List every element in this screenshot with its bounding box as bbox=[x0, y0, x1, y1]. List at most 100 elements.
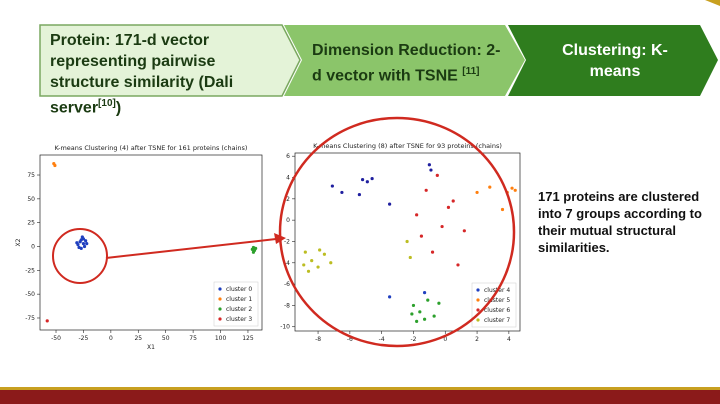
highlight-circle bbox=[278, 116, 516, 348]
legend-label: cluster 6 bbox=[484, 307, 510, 314]
data-point bbox=[435, 173, 439, 177]
data-point bbox=[77, 245, 81, 250]
legend-label: cluster 7 bbox=[484, 317, 510, 324]
data-point bbox=[405, 239, 409, 244]
chart-title: K-means Clustering (4) after TSNE for 16… bbox=[55, 144, 248, 152]
x-tick-label: 0 bbox=[443, 336, 447, 343]
data-point bbox=[80, 235, 84, 239]
data-point bbox=[302, 263, 306, 267]
data-point bbox=[370, 176, 374, 181]
legend-marker bbox=[218, 307, 222, 311]
y-tick-label: 25 bbox=[27, 220, 35, 227]
data-point bbox=[440, 224, 444, 229]
data-point bbox=[318, 248, 322, 252]
legend-label: cluster 5 bbox=[484, 297, 510, 304]
step-text: Dimension Reduction: 2-d vector with TSN… bbox=[312, 40, 507, 86]
data-point bbox=[462, 229, 466, 233]
data-point bbox=[84, 239, 88, 243]
data-point bbox=[419, 234, 424, 238]
y-tick-label: -4 bbox=[284, 260, 290, 267]
step-label: Clustering: K-means bbox=[562, 42, 668, 80]
data-point bbox=[388, 295, 392, 299]
data-point bbox=[422, 291, 427, 295]
data-point bbox=[316, 265, 320, 269]
y-tick-label: -75 bbox=[25, 315, 35, 322]
step-text: Clustering: K-means bbox=[540, 40, 690, 82]
data-point bbox=[254, 246, 258, 251]
data-point bbox=[411, 303, 416, 308]
data-point bbox=[82, 244, 87, 249]
y-tick-label: 2 bbox=[286, 196, 290, 203]
x-tick-label: 4 bbox=[507, 336, 511, 343]
y-tick-label: -25 bbox=[25, 267, 35, 274]
data-point bbox=[251, 250, 256, 254]
data-point bbox=[446, 205, 451, 209]
footer-line bbox=[0, 387, 720, 390]
data-point bbox=[427, 163, 431, 167]
legend-marker bbox=[476, 298, 480, 302]
y-tick-label: 0 bbox=[31, 244, 35, 251]
step-box bbox=[508, 25, 718, 96]
y-tick-label: -2 bbox=[284, 238, 290, 245]
step-text: Protein: 171-d vector representing pairw… bbox=[50, 30, 285, 118]
x-tick-label: 25 bbox=[134, 335, 142, 342]
data-point bbox=[500, 207, 505, 212]
x-tick-label: 0 bbox=[109, 335, 113, 342]
data-point bbox=[424, 188, 428, 192]
data-point bbox=[422, 317, 427, 321]
legend-marker bbox=[476, 308, 480, 312]
arrow-head bbox=[274, 233, 286, 244]
x-tick-label: 50 bbox=[162, 335, 170, 342]
data-point bbox=[75, 241, 79, 245]
x-tick-label: -25 bbox=[79, 335, 89, 342]
arrow bbox=[105, 238, 277, 259]
legend-label: cluster 3 bbox=[226, 316, 252, 323]
data-point bbox=[85, 242, 89, 246]
data-point bbox=[250, 247, 254, 251]
reference: [11] bbox=[462, 66, 480, 77]
data-point bbox=[388, 202, 392, 206]
step-label: Protein: 171-d vector representing pairw… bbox=[50, 32, 234, 117]
data-point bbox=[475, 190, 479, 195]
step-label: Dimension Reduction: 2-d vector with TSN… bbox=[312, 42, 501, 85]
data-point bbox=[329, 261, 333, 265]
legend-label: cluster 2 bbox=[226, 306, 252, 313]
legend-label: cluster 0 bbox=[226, 286, 252, 293]
y-tick-label: 50 bbox=[27, 196, 35, 203]
legend-marker bbox=[218, 297, 222, 301]
data-point bbox=[418, 310, 422, 314]
data-point bbox=[310, 259, 314, 263]
data-point bbox=[330, 184, 334, 188]
y-tick-label: -6 bbox=[284, 281, 290, 288]
legend-marker bbox=[476, 318, 480, 322]
y-tick-label: 4 bbox=[286, 175, 290, 182]
x-axis-label: X1 bbox=[147, 344, 155, 351]
legend-marker bbox=[476, 288, 480, 292]
legend-label: cluster 1 bbox=[226, 296, 252, 303]
step-box bbox=[39, 24, 301, 97]
data-point bbox=[451, 199, 455, 203]
data-point bbox=[79, 238, 83, 242]
legend-marker bbox=[218, 317, 222, 321]
x-tick-label: -6 bbox=[347, 336, 353, 343]
highlight-circle bbox=[52, 228, 108, 284]
y-tick-label: 0 bbox=[286, 217, 290, 224]
data-point bbox=[415, 213, 419, 217]
data-point bbox=[415, 319, 419, 324]
data-point bbox=[488, 185, 492, 189]
x-tick-label: -2 bbox=[410, 336, 416, 343]
data-point bbox=[360, 178, 365, 182]
data-point bbox=[303, 250, 307, 254]
summary: 171 proteins are clustered into 7 groups… bbox=[538, 189, 702, 255]
x-tick-label: -8 bbox=[315, 336, 321, 343]
data-point bbox=[408, 255, 412, 260]
y-tick-label: 75 bbox=[27, 172, 35, 179]
data-point bbox=[432, 314, 436, 318]
data-point bbox=[410, 312, 414, 316]
data-point bbox=[340, 190, 344, 195]
data-point bbox=[456, 263, 460, 267]
x-tick-label: -50 bbox=[51, 335, 61, 342]
data-point bbox=[357, 192, 361, 197]
